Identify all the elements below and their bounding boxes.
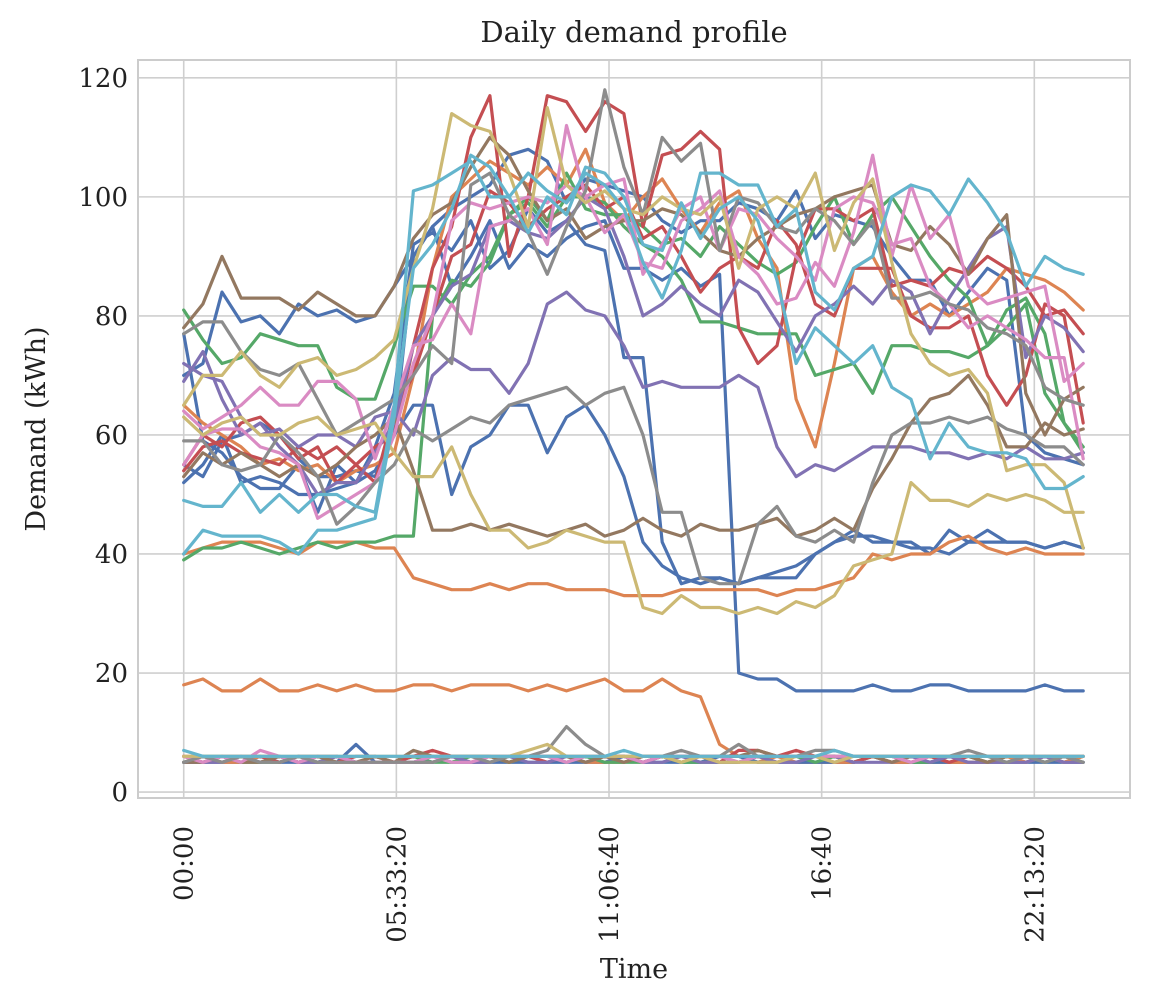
- y-axis-label: Demand (kWh): [21, 326, 52, 531]
- y-tick-labels: 0 20 40 60 80 100 120: [78, 64, 128, 808]
- x-tick-label: 05:33:20: [382, 826, 412, 943]
- series-line-2: [182, 403, 1085, 586]
- x-tick-label: 22:13:20: [1020, 826, 1050, 943]
- y-tick-label: 80: [95, 302, 128, 332]
- y-tick-label: 20: [95, 659, 128, 689]
- series-line-17: [182, 177, 1085, 520]
- series-line-22: [182, 159, 1085, 514]
- y-tick-label: 100: [78, 183, 128, 213]
- y-tick-label: 120: [78, 64, 128, 94]
- y-tick-label: 0: [111, 778, 128, 808]
- grid: [138, 60, 1130, 798]
- series-line-1: [182, 207, 1085, 586]
- series-line-19: [182, 385, 1085, 586]
- x-tick-label: 16:40: [808, 826, 838, 901]
- series-line-13: [182, 195, 1085, 497]
- series-line-21: [182, 105, 1085, 550]
- y-tick-label: 60: [95, 421, 128, 451]
- plot-frame: [137, 59, 1131, 799]
- x-tick-labels: 00:00 05:33:20 11:06:40 16:40 22:13:20: [170, 826, 1051, 943]
- x-tick-label: 00:00: [170, 826, 200, 901]
- series-line-10: [182, 94, 1085, 485]
- series-line-23: [182, 153, 1085, 556]
- x-axis-label: Time: [600, 954, 668, 985]
- y-tick-label: 40: [95, 540, 128, 570]
- series-line-33: [182, 748, 1085, 758]
- x-tick-label: 11:06:40: [595, 826, 625, 943]
- series-line-20: [182, 415, 1085, 616]
- chart-title: Daily demand profile: [480, 15, 787, 49]
- series-line-15: [182, 373, 1085, 538]
- series-line-6: [182, 534, 1085, 598]
- series-line-18: [182, 88, 1085, 437]
- series-layer: [182, 88, 1085, 764]
- series-line-5: [182, 677, 1085, 764]
